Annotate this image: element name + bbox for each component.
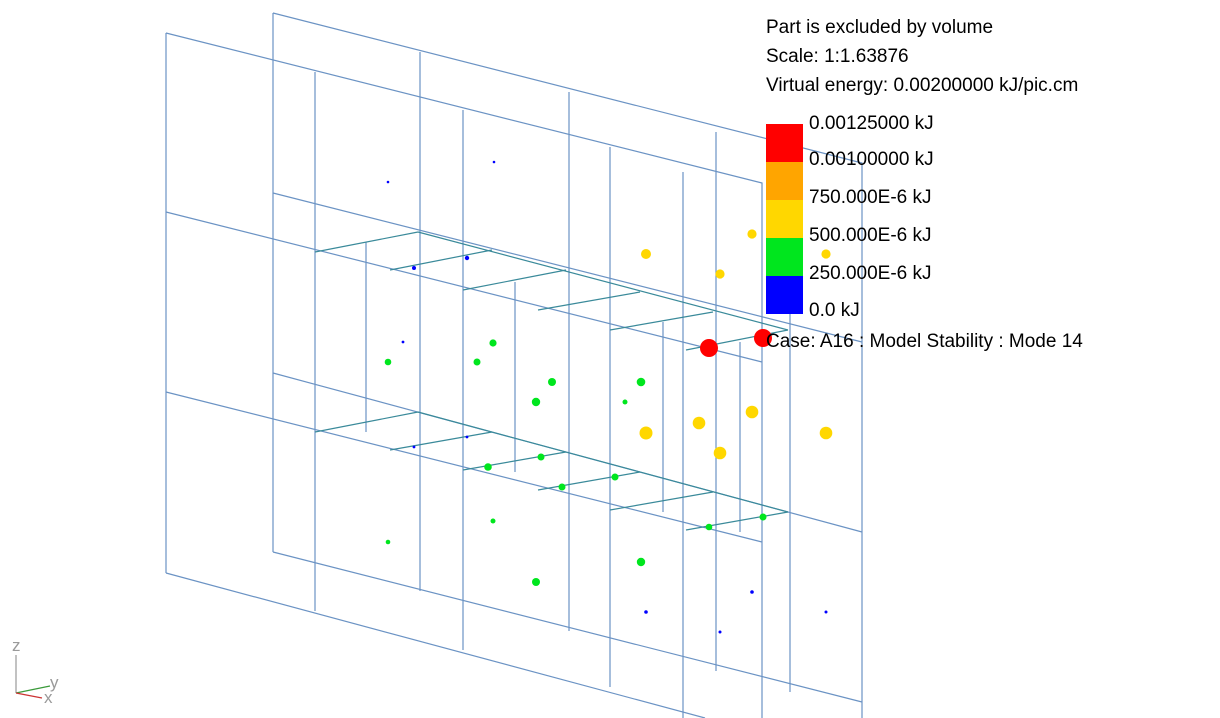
legend-label: 0.0 kJ [809,300,860,321]
lower-deck-cells [314,411,789,531]
front-plate-bottom [165,572,706,718]
energy-marker[interactable] [821,249,831,259]
energy-marker[interactable] [754,329,772,347]
energy-marker[interactable] [747,229,757,239]
energy-marker[interactable] [489,339,497,347]
front-plate-low-line [165,391,763,543]
energy-marker[interactable] [692,416,706,430]
structure-wireframe [165,12,863,718]
legend-label: 500.000E-6 kJ [809,225,932,246]
legend-label: 750.000E-6 kJ [809,187,932,208]
energy-marker[interactable] [644,610,648,614]
energy-marker[interactable] [639,426,653,440]
energy-marker[interactable] [412,266,416,270]
energy-markers [384,160,833,634]
energy-marker[interactable] [548,378,556,386]
rear-plate-bottom [272,551,863,703]
virtual-energy-readout: Virtual energy: 0.00200000 kJ/pic.cm [766,75,1079,96]
energy-marker[interactable] [531,397,541,407]
energy-marker[interactable] [490,518,496,524]
rear-plate-mid-line [272,192,863,343]
energy-marker[interactable] [464,255,470,261]
energy-marker[interactable] [537,453,545,461]
energy-marker[interactable] [713,446,727,460]
energy-marker[interactable] [759,513,767,521]
legend-swatch-green [766,238,803,276]
energy-marker[interactable] [622,399,628,405]
energy-marker[interactable] [636,377,646,387]
energy-marker[interactable] [715,269,725,279]
energy-marker[interactable] [636,557,646,567]
legend-swatch-blue [766,276,803,314]
energy-marker[interactable] [700,339,718,357]
upper-deck-cells [314,231,789,351]
axis-x-label: x [44,688,53,707]
energy-marker[interactable] [385,539,391,545]
energy-marker[interactable] [718,630,722,634]
energy-marker[interactable] [401,340,405,344]
legend-swatch-yellow [766,200,803,238]
legend-swatch-red [766,124,803,162]
legend-label: 0.00100000 kJ [809,149,934,170]
legend-label: 0.00125000 kJ [809,113,934,134]
energy-marker[interactable] [745,405,759,419]
axis-x-line [15,692,43,699]
scale-readout: Scale: 1:1.63876 [766,46,909,67]
energy-marker[interactable] [641,249,651,259]
rear-plate-outline [272,12,863,718]
energy-marker[interactable] [819,426,833,440]
energy-marker[interactable] [386,180,390,184]
energy-marker[interactable] [384,358,392,366]
energy-marker[interactable] [492,160,496,164]
energy-marker[interactable] [532,578,540,586]
case-caption: Case: A16 : Model Stability : Mode 14 [766,331,1083,352]
axis-y-line [15,685,51,694]
legend-label: 250.000E-6 kJ [809,263,932,284]
energy-marker[interactable] [484,463,492,471]
energy-marker[interactable] [824,610,828,614]
energy-marker[interactable] [465,435,469,439]
energy-marker[interactable] [473,358,481,366]
axis-y-label: y [50,673,59,692]
axis-z-label: z [12,636,21,655]
energy-marker[interactable] [558,483,566,491]
energy-marker[interactable] [750,590,754,594]
axis-triad: z y x [12,636,59,707]
info-panel: Part is excluded by volume Scale: 1:1.63… [766,14,1078,101]
energy-marker[interactable] [611,473,619,481]
front-plate-outline [165,32,763,718]
legend-swatch-orange [766,162,803,200]
front-plate-mid-line [165,211,763,363]
energy-marker[interactable] [412,445,416,449]
exclusion-note: Part is excluded by volume [766,17,994,38]
energy-marker[interactable] [705,523,713,531]
